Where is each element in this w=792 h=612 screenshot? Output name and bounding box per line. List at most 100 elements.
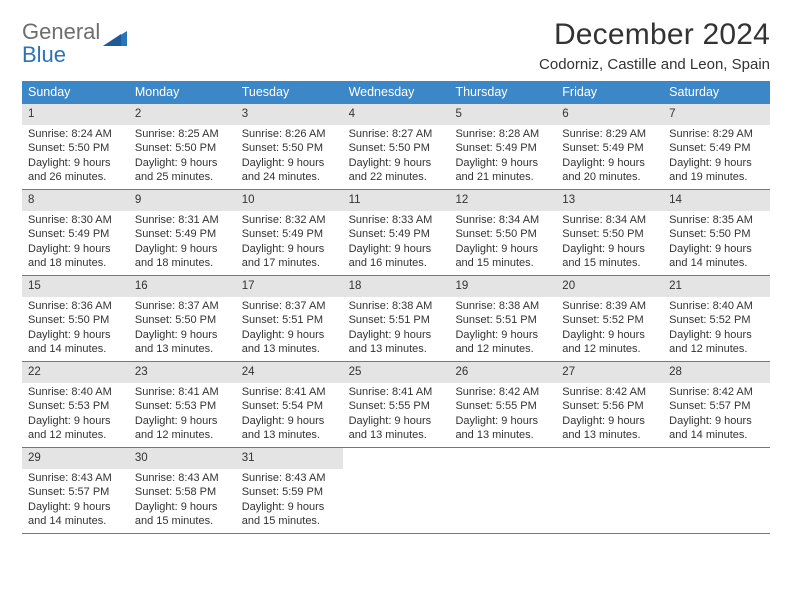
day-sr: Sunrise: 8:37 AM bbox=[135, 299, 230, 314]
day-ss: Sunset: 5:50 PM bbox=[28, 313, 123, 328]
day-details: Sunrise: 8:43 AMSunset: 5:59 PMDaylight:… bbox=[236, 471, 343, 529]
day-details: Sunrise: 8:37 AMSunset: 5:50 PMDaylight:… bbox=[129, 299, 236, 357]
day-details: Sunrise: 8:28 AMSunset: 5:49 PMDaylight:… bbox=[449, 127, 556, 185]
day-number: 5 bbox=[449, 104, 556, 125]
day-cell: 1Sunrise: 8:24 AMSunset: 5:50 PMDaylight… bbox=[22, 104, 129, 189]
day-number: 17 bbox=[236, 276, 343, 297]
day-cell: 16Sunrise: 8:37 AMSunset: 5:50 PMDayligh… bbox=[129, 276, 236, 361]
day-d2: and 14 minutes. bbox=[28, 514, 123, 529]
day-cell: 20Sunrise: 8:39 AMSunset: 5:52 PMDayligh… bbox=[556, 276, 663, 361]
day-ss: Sunset: 5:50 PM bbox=[349, 141, 444, 156]
day-details: Sunrise: 8:35 AMSunset: 5:50 PMDaylight:… bbox=[663, 213, 770, 271]
day-ss: Sunset: 5:59 PM bbox=[242, 485, 337, 500]
day-ss: Sunset: 5:50 PM bbox=[28, 141, 123, 156]
day-sr: Sunrise: 8:42 AM bbox=[455, 385, 550, 400]
day-sr: Sunrise: 8:42 AM bbox=[562, 385, 657, 400]
day-sr: Sunrise: 8:33 AM bbox=[349, 213, 444, 228]
day-d1: Daylight: 9 hours bbox=[669, 156, 764, 171]
day-d1: Daylight: 9 hours bbox=[349, 414, 444, 429]
day-details: Sunrise: 8:43 AMSunset: 5:58 PMDaylight:… bbox=[129, 471, 236, 529]
day-number: 23 bbox=[129, 362, 236, 383]
day-cell: 8Sunrise: 8:30 AMSunset: 5:49 PMDaylight… bbox=[22, 190, 129, 275]
day-ss: Sunset: 5:57 PM bbox=[669, 399, 764, 414]
day-number: 13 bbox=[556, 190, 663, 211]
weekday-header: Tuesday bbox=[236, 81, 343, 104]
logo-triangle-icon bbox=[103, 28, 131, 53]
day-ss: Sunset: 5:50 PM bbox=[455, 227, 550, 242]
day-d2: and 19 minutes. bbox=[669, 170, 764, 185]
day-d1: Daylight: 9 hours bbox=[669, 328, 764, 343]
day-cell: 6Sunrise: 8:29 AMSunset: 5:49 PMDaylight… bbox=[556, 104, 663, 189]
day-d2: and 14 minutes. bbox=[669, 428, 764, 443]
day-sr: Sunrise: 8:27 AM bbox=[349, 127, 444, 142]
day-sr: Sunrise: 8:26 AM bbox=[242, 127, 337, 142]
day-number: 12 bbox=[449, 190, 556, 211]
day-d1: Daylight: 9 hours bbox=[455, 156, 550, 171]
day-d2: and 12 minutes. bbox=[562, 342, 657, 357]
day-details: Sunrise: 8:27 AMSunset: 5:50 PMDaylight:… bbox=[343, 127, 450, 185]
day-cell: 2Sunrise: 8:25 AMSunset: 5:50 PMDaylight… bbox=[129, 104, 236, 189]
day-number: 8 bbox=[22, 190, 129, 211]
day-d2: and 13 minutes. bbox=[455, 428, 550, 443]
day-ss: Sunset: 5:49 PM bbox=[242, 227, 337, 242]
day-sr: Sunrise: 8:32 AM bbox=[242, 213, 337, 228]
day-d2: and 25 minutes. bbox=[135, 170, 230, 185]
day-ss: Sunset: 5:55 PM bbox=[349, 399, 444, 414]
day-details: Sunrise: 8:32 AMSunset: 5:49 PMDaylight:… bbox=[236, 213, 343, 271]
day-d1: Daylight: 9 hours bbox=[28, 242, 123, 257]
day-number: 16 bbox=[129, 276, 236, 297]
day-d2: and 22 minutes. bbox=[349, 170, 444, 185]
day-cell: 22Sunrise: 8:40 AMSunset: 5:53 PMDayligh… bbox=[22, 362, 129, 447]
day-cell: 29Sunrise: 8:43 AMSunset: 5:57 PMDayligh… bbox=[22, 448, 129, 533]
day-number: 14 bbox=[663, 190, 770, 211]
day-d2: and 13 minutes. bbox=[242, 342, 337, 357]
day-number: 2 bbox=[129, 104, 236, 125]
day-ss: Sunset: 5:50 PM bbox=[242, 141, 337, 156]
week-row: 1Sunrise: 8:24 AMSunset: 5:50 PMDaylight… bbox=[22, 104, 770, 190]
day-d2: and 12 minutes. bbox=[135, 428, 230, 443]
day-details: Sunrise: 8:29 AMSunset: 5:49 PMDaylight:… bbox=[663, 127, 770, 185]
day-ss: Sunset: 5:51 PM bbox=[455, 313, 550, 328]
day-details: Sunrise: 8:33 AMSunset: 5:49 PMDaylight:… bbox=[343, 213, 450, 271]
day-ss: Sunset: 5:53 PM bbox=[135, 399, 230, 414]
day-number: 21 bbox=[663, 276, 770, 297]
weekday-header: Sunday bbox=[22, 81, 129, 104]
day-d1: Daylight: 9 hours bbox=[28, 414, 123, 429]
day-d2: and 21 minutes. bbox=[455, 170, 550, 185]
day-cell bbox=[449, 448, 556, 533]
day-d1: Daylight: 9 hours bbox=[562, 242, 657, 257]
day-number: 25 bbox=[343, 362, 450, 383]
day-d1: Daylight: 9 hours bbox=[242, 156, 337, 171]
day-ss: Sunset: 5:57 PM bbox=[28, 485, 123, 500]
day-sr: Sunrise: 8:35 AM bbox=[669, 213, 764, 228]
day-details: Sunrise: 8:41 AMSunset: 5:55 PMDaylight:… bbox=[343, 385, 450, 443]
day-number: 11 bbox=[343, 190, 450, 211]
day-number: 1 bbox=[22, 104, 129, 125]
day-sr: Sunrise: 8:43 AM bbox=[135, 471, 230, 486]
day-d2: and 15 minutes. bbox=[455, 256, 550, 271]
weekday-header: Thursday bbox=[449, 81, 556, 104]
brand-word1: General bbox=[22, 19, 100, 44]
day-sr: Sunrise: 8:38 AM bbox=[349, 299, 444, 314]
day-details: Sunrise: 8:24 AMSunset: 5:50 PMDaylight:… bbox=[22, 127, 129, 185]
day-details: Sunrise: 8:29 AMSunset: 5:49 PMDaylight:… bbox=[556, 127, 663, 185]
day-cell: 10Sunrise: 8:32 AMSunset: 5:49 PMDayligh… bbox=[236, 190, 343, 275]
weeks-container: 1Sunrise: 8:24 AMSunset: 5:50 PMDaylight… bbox=[22, 104, 770, 534]
day-d1: Daylight: 9 hours bbox=[669, 242, 764, 257]
day-ss: Sunset: 5:54 PM bbox=[242, 399, 337, 414]
weekday-header: Wednesday bbox=[343, 81, 450, 104]
day-ss: Sunset: 5:49 PM bbox=[135, 227, 230, 242]
day-sr: Sunrise: 8:30 AM bbox=[28, 213, 123, 228]
day-sr: Sunrise: 8:29 AM bbox=[669, 127, 764, 142]
day-cell: 13Sunrise: 8:34 AMSunset: 5:50 PMDayligh… bbox=[556, 190, 663, 275]
day-cell: 30Sunrise: 8:43 AMSunset: 5:58 PMDayligh… bbox=[129, 448, 236, 533]
day-d1: Daylight: 9 hours bbox=[349, 156, 444, 171]
day-d1: Daylight: 9 hours bbox=[28, 500, 123, 515]
day-cell: 4Sunrise: 8:27 AMSunset: 5:50 PMDaylight… bbox=[343, 104, 450, 189]
page-header: General Blue December 2024 Codorniz, Cas… bbox=[22, 18, 770, 73]
day-cell: 18Sunrise: 8:38 AMSunset: 5:51 PMDayligh… bbox=[343, 276, 450, 361]
week-row: 29Sunrise: 8:43 AMSunset: 5:57 PMDayligh… bbox=[22, 448, 770, 534]
day-details: Sunrise: 8:38 AMSunset: 5:51 PMDaylight:… bbox=[449, 299, 556, 357]
day-cell: 15Sunrise: 8:36 AMSunset: 5:50 PMDayligh… bbox=[22, 276, 129, 361]
day-sr: Sunrise: 8:38 AM bbox=[455, 299, 550, 314]
